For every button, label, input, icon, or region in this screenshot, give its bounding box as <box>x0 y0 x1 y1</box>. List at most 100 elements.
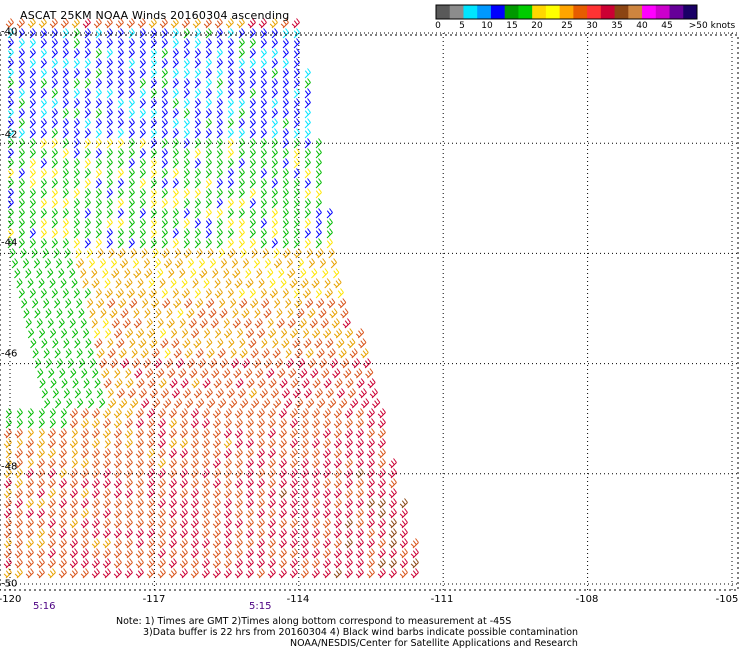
wind-barb <box>300 278 309 289</box>
wind-barb <box>339 398 348 409</box>
wind-barb <box>140 348 149 359</box>
wind-barb <box>18 138 25 149</box>
wind-barb <box>190 558 199 569</box>
wind-barb <box>212 428 221 439</box>
wind-barb <box>91 488 100 499</box>
wind-barb <box>388 548 397 559</box>
wind-barb <box>113 448 122 459</box>
wind-barb <box>322 438 331 449</box>
wind-barb <box>311 438 320 449</box>
wind-barb <box>227 148 234 159</box>
wind-barb <box>7 158 14 169</box>
wind-barb <box>25 488 34 499</box>
wind-barb <box>321 368 330 379</box>
wind-barb <box>113 508 122 519</box>
wind-barb <box>36 458 45 469</box>
wind-barb <box>18 58 25 69</box>
wind-barb <box>58 568 67 579</box>
wind-barb <box>183 128 190 139</box>
wind-barb <box>40 198 47 209</box>
wind-barb <box>289 428 298 439</box>
wind-barb <box>84 198 91 209</box>
wind-barb <box>300 558 309 569</box>
wind-barb <box>304 188 311 199</box>
wind-barb <box>212 568 221 579</box>
wind-barb <box>351 358 360 369</box>
wind-barb <box>232 318 241 329</box>
wind-barb <box>34 358 41 369</box>
wind-barb <box>205 78 212 89</box>
wind-barb <box>227 108 234 119</box>
wind-barb <box>106 168 113 179</box>
wind-barb <box>51 228 58 239</box>
wind-barb <box>183 88 190 99</box>
wind-barb <box>139 88 146 99</box>
wind-barb <box>135 468 144 479</box>
wind-barb <box>69 548 78 559</box>
wind-barb <box>25 478 34 489</box>
wind-barb <box>106 128 113 139</box>
wind-barb <box>194 238 201 249</box>
wind-barb <box>29 78 36 89</box>
wind-barb <box>51 188 58 199</box>
wind-barb <box>255 368 264 379</box>
wind-barb <box>40 238 47 249</box>
wind-barb <box>223 458 232 469</box>
wind-barb <box>256 558 265 569</box>
wind-barb <box>106 88 113 99</box>
wind-barb <box>36 448 45 459</box>
wind-barb <box>344 458 353 469</box>
wind-barb <box>84 88 91 99</box>
wind-barb <box>47 568 56 579</box>
wind-barb <box>49 18 58 29</box>
colorbar-swatch <box>642 5 657 19</box>
wind-barb <box>249 168 256 179</box>
wind-barb <box>201 488 210 499</box>
wind-barb <box>179 408 188 419</box>
wind-barb <box>7 68 14 79</box>
wind-barb <box>80 408 89 419</box>
wind-barb <box>205 148 212 159</box>
wind-barb <box>271 78 278 89</box>
wind-barb <box>199 268 208 279</box>
wind-barb <box>223 538 232 549</box>
wind-barb <box>42 248 49 259</box>
wind-barb <box>37 368 44 379</box>
wind-barb <box>95 208 102 219</box>
wind-barb <box>248 338 257 349</box>
wind-barb <box>271 228 278 239</box>
wind-barb <box>95 48 102 59</box>
x-tick-label: -117 <box>142 594 166 605</box>
wind-barb <box>130 398 139 409</box>
wind-barb <box>25 508 34 519</box>
wind-barb <box>168 518 177 529</box>
wind-barb <box>25 468 34 479</box>
wind-barb <box>29 288 36 299</box>
wind-barb <box>146 498 155 509</box>
wind-barb <box>138 338 147 349</box>
wind-barb <box>293 58 300 69</box>
wind-barb <box>134 368 143 379</box>
wind-barb <box>91 408 100 419</box>
wind-barb <box>164 358 173 369</box>
wind-barb <box>377 548 386 559</box>
wind-barb <box>16 278 23 289</box>
wind-barb <box>245 478 254 489</box>
wind-barb <box>117 88 124 99</box>
wind-barb <box>3 568 12 579</box>
wind-barb <box>366 508 375 519</box>
wind-barb <box>73 168 80 179</box>
wind-barb <box>236 328 244 339</box>
wind-barb <box>117 48 124 59</box>
wind-barb <box>304 68 311 79</box>
wind-barb <box>80 488 89 499</box>
wind-barb <box>198 258 205 269</box>
wind-barb <box>354 368 363 379</box>
wind-barb <box>333 438 342 449</box>
wind-barb <box>128 208 135 219</box>
wind-barb <box>146 538 155 549</box>
wind-barb <box>18 38 25 49</box>
wind-barb <box>322 508 331 519</box>
wind-barb <box>80 418 89 429</box>
wind-barb <box>143 258 150 269</box>
